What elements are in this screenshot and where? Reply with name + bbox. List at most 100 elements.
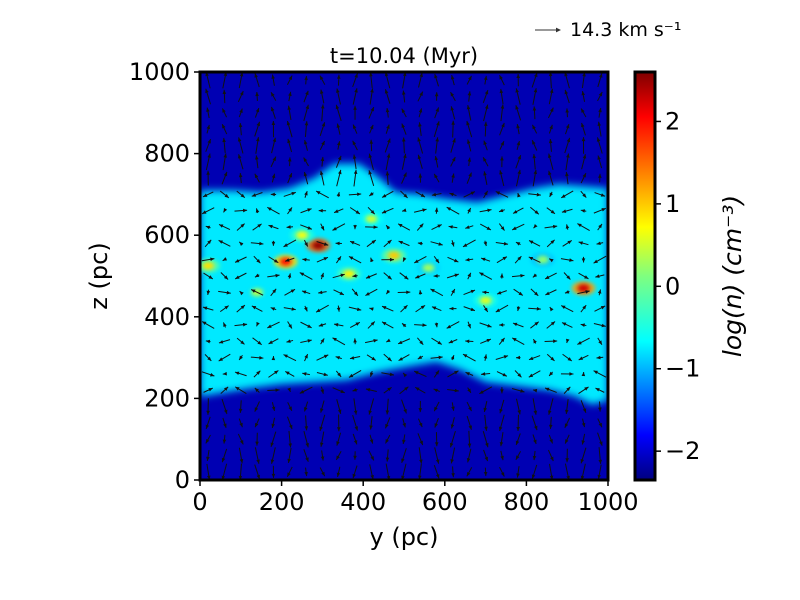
- velocity-arrowhead: [205, 439, 210, 444]
- velocity-arrowhead: [268, 340, 273, 344]
- velocity-arrowhead: [548, 139, 553, 144]
- velocity-arrowhead: [470, 191, 475, 195]
- velocity-arrowhead: [533, 169, 538, 175]
- velocity-arrowhead: [287, 157, 292, 162]
- velocity-arrowhead: [370, 321, 375, 326]
- velocity-arrowhead: [270, 459, 275, 464]
- velocity-arrowhead: [595, 388, 600, 392]
- velocity-arrowhead: [320, 226, 325, 231]
- velocity-arrowhead: [267, 324, 272, 328]
- velocity-arrowhead: [385, 410, 390, 415]
- velocity-arrowhead: [255, 155, 259, 160]
- velocity-arrowhead: [336, 427, 341, 432]
- velocity-arrowhead: [581, 440, 585, 445]
- velocity-arrowhead: [389, 372, 394, 377]
- velocity-arrowhead: [275, 273, 280, 278]
- velocity-arrowhead: [222, 371, 227, 376]
- velocity-arrowhead: [389, 257, 394, 262]
- velocity-arrowhead: [304, 75, 308, 81]
- velocity-arrowhead: [304, 407, 308, 412]
- velocity-arrowhead: [271, 120, 276, 125]
- velocity-arrowhead: [465, 225, 470, 229]
- velocity-arrowhead: [238, 475, 243, 480]
- velocity-arrowhead: [353, 338, 357, 343]
- dense-clump: [296, 231, 308, 240]
- velocity-arrowhead: [256, 459, 260, 464]
- velocity-arrowhead: [222, 89, 227, 94]
- velocity-arrowhead: [533, 439, 537, 444]
- velocity-arrowhead: [434, 173, 438, 179]
- velocity-arrowhead: [350, 241, 355, 245]
- velocity-arrowhead: [500, 472, 505, 477]
- velocity-arrowhead: [466, 458, 471, 463]
- velocity-arrowhead: [513, 209, 518, 214]
- velocity-arrowhead: [256, 474, 260, 480]
- velocity-arrowhead: [600, 305, 606, 310]
- velocity-arrowhead: [462, 354, 468, 358]
- velocity-arrowhead: [224, 305, 229, 310]
- velocity-arrowhead: [452, 138, 456, 143]
- velocity-arrowhead: [270, 192, 275, 197]
- velocity-arrowhead: [255, 208, 260, 213]
- velocity-arrowhead: [561, 209, 567, 213]
- velocity-arrowhead: [430, 288, 435, 293]
- velocity-arrowhead: [349, 356, 355, 360]
- velocity-arrowhead: [467, 207, 471, 213]
- velocity-arrowhead: [536, 192, 541, 197]
- velocity-arrowhead: [467, 323, 471, 329]
- velocity-arrowhead: [403, 372, 408, 378]
- velocity-arrowhead: [406, 290, 411, 295]
- velocity-arrowhead: [302, 372, 307, 376]
- velocity-arrowhead: [303, 157, 308, 162]
- velocity-arrowhead: [448, 225, 453, 229]
- velocity-arrowhead: [483, 171, 487, 176]
- colorbar-tick-label: 1: [665, 190, 680, 218]
- velocity-arrowhead: [207, 153, 211, 158]
- velocity-arrowhead: [451, 406, 455, 411]
- velocity-arrowhead: [320, 338, 325, 343]
- colorbar-tick-label: −2: [665, 437, 700, 465]
- velocity-arrowhead: [532, 124, 536, 130]
- velocity-arrowhead: [566, 137, 571, 143]
- velocity-arrowhead: [205, 339, 211, 344]
- velocity-arrowhead: [255, 422, 259, 428]
- velocity-arrowhead: [336, 192, 341, 197]
- velocity-arrowhead: [337, 372, 342, 377]
- velocity-arrowhead: [418, 108, 423, 113]
- velocity-arrowhead: [288, 207, 293, 212]
- velocity-arrowhead: [484, 426, 488, 431]
- velocity-arrowhead: [499, 408, 503, 414]
- velocity-arrowhead: [483, 407, 487, 413]
- velocity-arrowhead: [419, 440, 423, 446]
- velocity-arrowhead: [206, 456, 210, 461]
- velocity-arrowhead: [223, 322, 227, 327]
- velocity-arrowhead: [270, 442, 274, 447]
- velocity-arrowhead: [516, 141, 521, 146]
- velocity-arrowhead: [479, 272, 484, 277]
- colorbar-frame: [633, 70, 657, 482]
- velocity-arrowhead: [386, 289, 391, 295]
- velocity-arrowhead: [528, 373, 534, 378]
- velocity-arrowhead: [484, 456, 488, 462]
- velocity-arrowhead: [304, 242, 308, 247]
- velocity-arrowhead: [218, 340, 224, 344]
- velocity-arrowhead: [487, 324, 492, 328]
- velocity-arrowhead: [336, 88, 340, 93]
- velocity-arrowhead: [288, 173, 292, 178]
- velocity-arrowhead: [205, 88, 209, 94]
- velocity-arrowhead: [254, 73, 258, 78]
- dense-clump: [387, 251, 400, 260]
- velocity-arrowhead: [208, 275, 213, 279]
- velocity-arrowhead: [240, 340, 245, 345]
- velocity-arrowhead: [545, 275, 550, 279]
- velocity-arrowhead: [355, 210, 360, 214]
- velocity-arrowhead: [434, 442, 439, 447]
- velocity-arrowhead: [517, 410, 521, 415]
- velocity-arrowhead: [398, 357, 403, 361]
- velocity-arrowhead: [549, 107, 554, 113]
- velocity-arrowhead: [353, 455, 357, 460]
- velocity-arrowhead: [223, 171, 228, 177]
- velocity-arrowhead: [384, 89, 389, 94]
- velocity-arrowhead: [354, 88, 358, 93]
- velocity-arrowhead: [348, 373, 354, 378]
